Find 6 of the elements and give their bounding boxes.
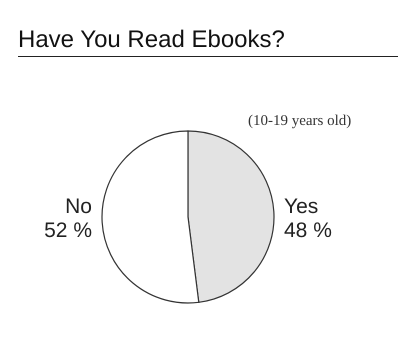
data-label: 52 % (44, 219, 92, 242)
slice-label: No (65, 195, 92, 218)
slice-label: Yes (284, 195, 318, 218)
chart-title: Have You Read Ebooks? (18, 26, 398, 57)
text: (10-19 years old) (248, 113, 352, 130)
data-label: 48 % (284, 219, 332, 242)
